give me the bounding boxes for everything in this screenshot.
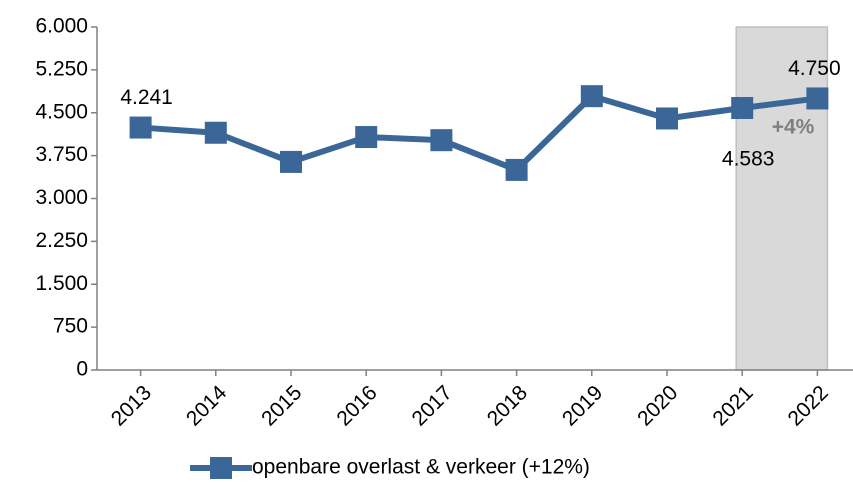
y-tick-label: 3.000 xyxy=(35,186,88,209)
marker xyxy=(204,121,227,144)
y-tick-label: 750 xyxy=(53,315,88,338)
y-tick-label: 1.500 xyxy=(35,272,88,295)
y-tick-label: 0 xyxy=(76,358,88,381)
y-tick-label: 4.500 xyxy=(35,100,88,123)
marker xyxy=(280,150,302,173)
series-line xyxy=(140,93,818,173)
x-tick-label: 2013 xyxy=(107,381,156,430)
marker xyxy=(731,97,754,120)
x-tick-label: 2015 xyxy=(257,381,306,430)
marker xyxy=(355,126,378,149)
marker xyxy=(430,129,453,152)
legend-marker xyxy=(210,457,232,479)
marker xyxy=(580,85,603,108)
y-tick-label: 3.750 xyxy=(35,143,88,166)
x-tick-label: 2014 xyxy=(182,381,232,431)
x-tick-label: 2022 xyxy=(784,381,833,430)
annotation: +4% xyxy=(772,116,815,139)
y-tick-label: 5.250 xyxy=(35,57,88,80)
x-tick-label: 2016 xyxy=(332,381,381,430)
x-tick-label: 2021 xyxy=(708,381,757,430)
marker xyxy=(505,158,528,181)
legend-label: openbare overlast & verkeer (+12%) xyxy=(252,456,590,479)
y-tick-label: 2.250 xyxy=(35,229,88,252)
marker xyxy=(129,116,152,139)
x-tick-label: 2020 xyxy=(633,381,682,430)
data-label: 4.750 xyxy=(788,57,841,80)
data-label: 4.241 xyxy=(120,86,173,109)
marker xyxy=(806,87,829,110)
y-tick-label: 6.000 xyxy=(35,15,88,38)
marker xyxy=(656,107,678,130)
x-tick-label: 2018 xyxy=(483,381,532,430)
x-tick-label: 2017 xyxy=(408,381,457,430)
highlight-region xyxy=(735,26,829,371)
x-tick-label: 2019 xyxy=(558,381,607,430)
data-label: 4.583 xyxy=(722,148,775,171)
